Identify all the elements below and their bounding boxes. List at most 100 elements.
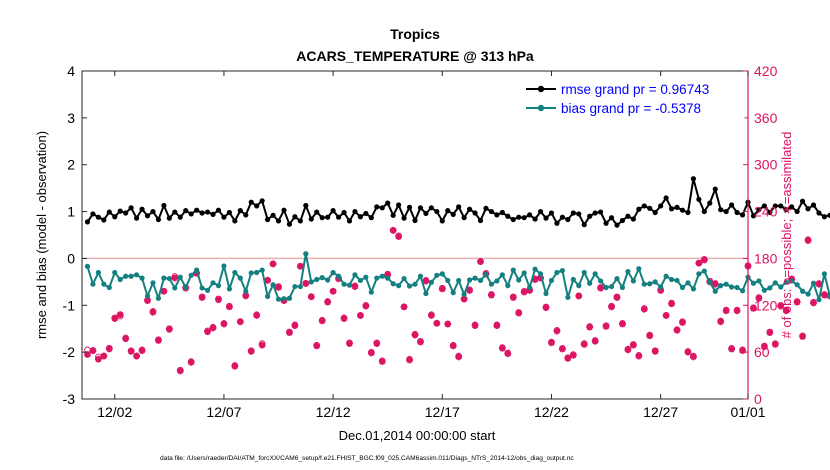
- obs-assimilated-point: [750, 305, 757, 312]
- legend-box: [519, 76, 745, 123]
- bias-point: [243, 288, 249, 294]
- bias-point: [603, 284, 609, 291]
- axes: 12/02 12/07 12/12 12/17 12/22 12/27 01/01 -3 -2 -…: [63, 63, 778, 420]
- rmse-point: [521, 215, 527, 221]
- bias-point: [494, 278, 500, 284]
- obs-assimilated-point: [357, 312, 364, 319]
- obs-assimilated-point: [662, 312, 670, 319]
- obs-assimilated-point: [553, 327, 561, 335]
- bias-point: [636, 266, 642, 272]
- bias-point: [548, 277, 555, 284]
- bias-point: [401, 275, 407, 282]
- rmse-point: [729, 202, 735, 208]
- bias-point: [592, 271, 598, 277]
- bias-point: [576, 283, 582, 289]
- obs-assimilated-point: [225, 303, 233, 311]
- rmse-point: [827, 212, 830, 218]
- rmse-point: [406, 204, 413, 210]
- bias-point: [499, 272, 505, 278]
- bias-point: [543, 290, 549, 297]
- obs-assimilated-point: [269, 260, 277, 268]
- bias-point: [275, 296, 282, 302]
- rmse-point: [668, 206, 675, 212]
- rmse-point: [445, 208, 451, 214]
- obs-assimilated-point: [406, 356, 413, 364]
- bias-point: [177, 274, 183, 280]
- bias-point: [325, 277, 331, 283]
- bias-point: [374, 275, 380, 281]
- bias-point: [286, 295, 293, 301]
- bias-point: [319, 275, 325, 281]
- bias-point: [477, 277, 484, 284]
- y-right-tick-label: 300: [754, 157, 778, 173]
- bias-point: [696, 271, 702, 277]
- obs-assimilated-point: [799, 333, 806, 340]
- rmse-point: [183, 208, 189, 214]
- bias-point: [805, 291, 811, 297]
- x-tick-label: 01/01: [730, 404, 765, 420]
- obs-assimilated-point: [815, 280, 823, 288]
- bias-point: [647, 281, 653, 287]
- rmse-point: [570, 210, 576, 216]
- rmse-point: [783, 207, 789, 213]
- obs-assimilated-point: [531, 276, 539, 283]
- obs-assimilated-point: [466, 287, 473, 294]
- bias-point: [101, 281, 107, 287]
- obs-assimilated-point: [771, 340, 779, 348]
- rmse-point: [537, 208, 544, 215]
- bias-point: [297, 283, 303, 290]
- bias-point: [712, 288, 718, 294]
- x-tick-label: 12/22: [534, 404, 569, 420]
- rmse-point: [259, 198, 265, 204]
- rmse-point: [581, 222, 587, 228]
- rmse-point: [368, 215, 374, 221]
- obs-assimilated-point: [100, 352, 108, 360]
- bias-point: [445, 277, 451, 284]
- obs-assimilated-point: [651, 347, 659, 355]
- rmse-point: [303, 202, 309, 209]
- rmse-point: [701, 208, 707, 215]
- rmse-point: [614, 222, 620, 228]
- obs-assimilated-point: [384, 271, 392, 279]
- rmse-point: [488, 208, 495, 215]
- rmse-point: [767, 209, 773, 216]
- rmse-point: [297, 218, 303, 224]
- obs-assimilated-point: [695, 259, 703, 267]
- bias-point: [183, 284, 189, 291]
- obs-assimilated-point: [351, 283, 359, 290]
- rmse-point: [554, 220, 560, 226]
- obs-assimilated-point: [782, 307, 790, 315]
- rmse-point: [319, 215, 325, 221]
- bias-point: [581, 269, 587, 276]
- bias-point: [281, 296, 287, 302]
- plot-area: [82, 176, 830, 375]
- rmse-point: [281, 207, 287, 213]
- obs-assimilated-point: [711, 280, 719, 288]
- obs-assimilated-point: [449, 342, 457, 350]
- rmse-point: [237, 208, 243, 214]
- bias-point: [658, 284, 664, 290]
- bias-point: [248, 270, 254, 276]
- rmse-point: [172, 209, 178, 215]
- rmse-point: [636, 206, 642, 212]
- obs-assimilated-point: [160, 287, 168, 295]
- rmse-point: [106, 209, 112, 215]
- obs-assimilated-point: [427, 312, 435, 319]
- rmse-point: [265, 216, 271, 223]
- y-right-tick-label: 420: [754, 63, 778, 79]
- bias-point: [587, 280, 593, 286]
- rmse-point: [761, 203, 767, 209]
- rmse-point: [789, 204, 795, 210]
- rmse-point: [772, 203, 778, 209]
- obs-assimilated-point: [624, 346, 632, 354]
- obs-assimilated-point: [433, 319, 441, 327]
- rmse-point: [385, 200, 391, 206]
- data-file-footer: data file: /Users/raeder/DAI/ATM_forcXX/…: [160, 455, 574, 462]
- rmse-point: [374, 204, 380, 210]
- obs-assimilated-point: [307, 293, 315, 301]
- obs-assimilated-point: [122, 334, 130, 342]
- bias-point: [341, 281, 347, 287]
- bias-point: [90, 281, 96, 287]
- rmse-point: [799, 198, 806, 204]
- bias-point: [821, 271, 828, 277]
